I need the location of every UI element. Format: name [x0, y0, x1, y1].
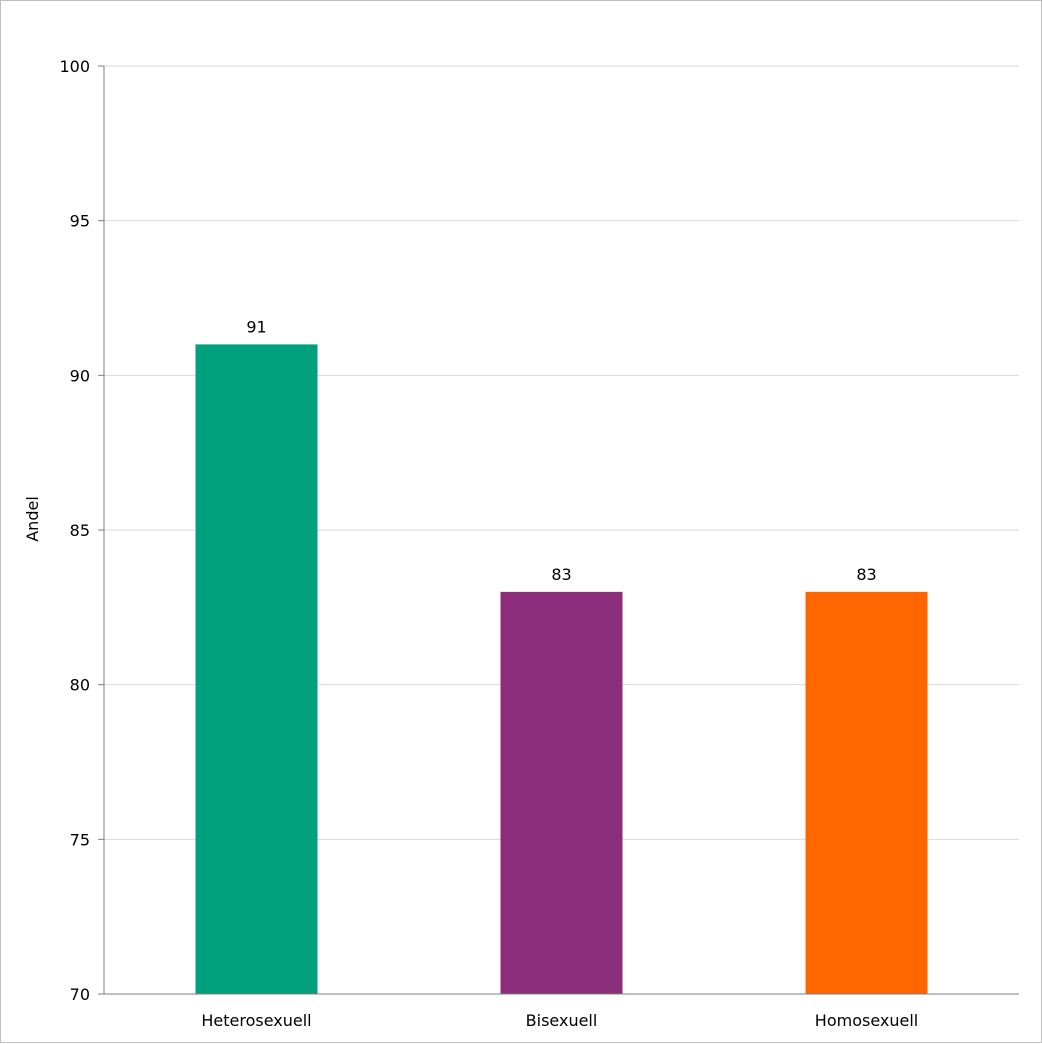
- bars: 91 83 83: [195, 317, 928, 994]
- y-axis: 70 75 80 85 90 95 100: [59, 57, 105, 1004]
- y-tick-label: 75: [70, 830, 90, 849]
- y-axis-title: Andel: [23, 496, 42, 542]
- x-tick-label: Heterosexuell: [201, 1011, 311, 1030]
- y-tick-label: 70: [70, 985, 90, 1004]
- bar-heterosexuell: [195, 344, 318, 994]
- x-tick-label: Homosexuell: [815, 1011, 918, 1030]
- bar-bisexuell: [500, 591, 623, 994]
- data-label: 91: [246, 317, 266, 336]
- bar-homosexuell: [805, 591, 928, 994]
- x-tick-label: Bisexuell: [526, 1011, 598, 1030]
- y-tick-label: 80: [70, 676, 90, 695]
- x-axis: Heterosexuell Bisexuell Homosexuell: [104, 993, 1019, 1030]
- data-label: 83: [551, 565, 571, 584]
- y-tick-label: 85: [70, 521, 90, 540]
- y-tick-label: 100: [59, 57, 90, 76]
- y-tick-label: 95: [70, 212, 90, 231]
- data-label: 83: [856, 565, 876, 584]
- y-tick-label: 90: [70, 366, 90, 385]
